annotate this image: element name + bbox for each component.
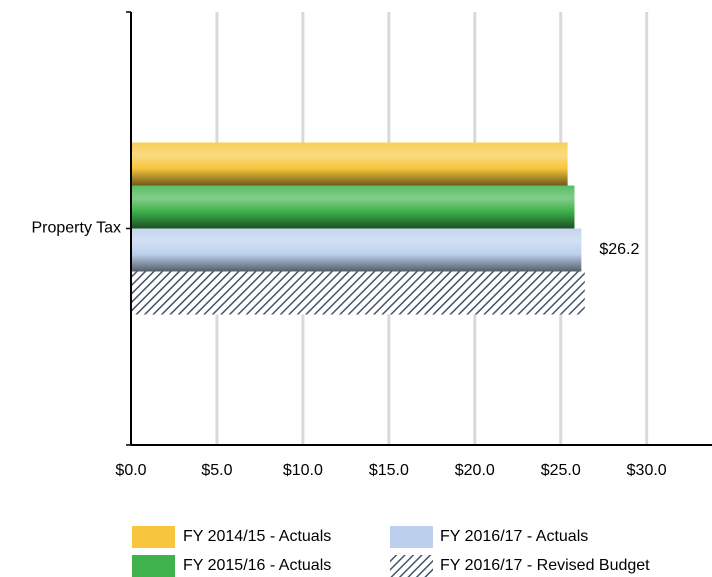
legend-label: FY 2016/17 - Actuals [440, 528, 588, 545]
x-tick-label: $15.0 [369, 462, 409, 479]
x-tick-label: $10.0 [283, 462, 323, 479]
legend-swatch [390, 555, 433, 577]
legend-swatch [132, 526, 175, 548]
x-tick-label: $25.0 [541, 462, 581, 479]
legend-label: FY 2015/16 - Actuals [183, 557, 331, 574]
x-tick-label: $30.0 [627, 462, 667, 479]
legend-label: FY 2014/15 - Actuals [183, 528, 331, 545]
value-label: $26.2 [599, 241, 639, 258]
legend-label: FY 2016/17 - Revised Budget [440, 557, 650, 574]
bar [131, 142, 568, 186]
bar [131, 185, 575, 229]
x-tick-label: $5.0 [201, 462, 232, 479]
x-tick-label: $0.0 [115, 462, 146, 479]
y-tick-label: Property Tax [31, 220, 121, 237]
bar [131, 271, 585, 315]
legend-swatch [390, 526, 433, 548]
x-tick-label: $20.0 [455, 462, 495, 479]
legend-swatch [132, 555, 175, 577]
bar [131, 228, 582, 272]
